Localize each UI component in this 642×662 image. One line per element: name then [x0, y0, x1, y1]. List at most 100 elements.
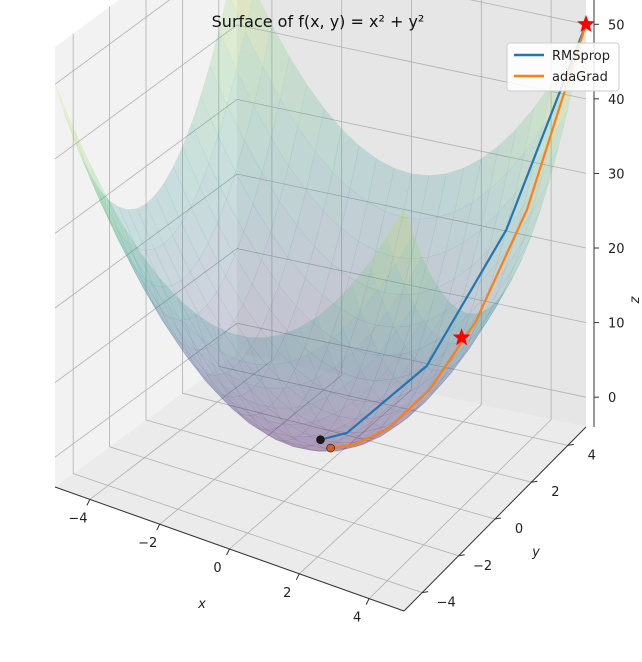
surface-cell	[194, 312, 222, 353]
surface-cell	[173, 146, 201, 208]
surface-cell	[230, 401, 258, 426]
surface-cell	[242, 345, 270, 382]
surface-cell	[387, 286, 415, 332]
surface-cell	[207, 291, 235, 335]
surface-cell	[471, 145, 500, 204]
surface-cell	[209, 30, 237, 106]
surface-cell	[186, 350, 214, 387]
surface-cell	[273, 407, 302, 425]
surface-cell	[205, 373, 234, 398]
y-grid-line	[145, 0, 496, 520]
x-grid-line	[159, 0, 343, 525]
surface-cell	[178, 344, 206, 381]
surface-cell	[163, 235, 191, 282]
surface-cell	[425, 372, 452, 403]
surface-cell	[423, 339, 451, 371]
surface-cell	[322, 263, 350, 310]
x-grid-line	[368, 0, 552, 599]
surface-cell	[393, 216, 421, 260]
surface-cell	[170, 317, 199, 351]
y-tick-mark	[531, 480, 538, 483]
surface-cell	[398, 402, 426, 425]
surface-cell	[339, 346, 367, 379]
surface-cell	[215, 333, 243, 369]
surface-cell	[214, 373, 242, 398]
surface-cell	[153, 284, 181, 321]
surface-cell	[270, 200, 298, 258]
z-tick-label: 30	[608, 167, 625, 182]
surface-cell	[445, 202, 473, 253]
surface-cell	[401, 256, 429, 296]
surface-cell	[302, 422, 330, 440]
surface-cell	[496, 241, 524, 295]
surface-cell	[73, 137, 100, 201]
surface-cell	[107, 197, 135, 257]
series-lines	[320, 23, 588, 450]
surface-cell	[126, 241, 155, 286]
y-tick-label: −2	[473, 559, 492, 574]
y-tick-label: 2	[551, 485, 559, 500]
surface-cell	[72, 125, 100, 193]
surface-cell	[332, 128, 360, 190]
surface-cell	[118, 206, 146, 251]
surface-cell	[264, 334, 292, 366]
x-tick-mark	[295, 573, 300, 581]
surface-cell	[200, 64, 228, 137]
surface-cell	[370, 406, 399, 428]
surface-cell	[443, 339, 471, 378]
surface-cell	[400, 320, 428, 355]
surface-cell	[177, 330, 205, 370]
surface-cell	[187, 358, 215, 391]
surface-cell	[375, 211, 403, 257]
y-axis-label: y	[531, 545, 540, 560]
surface-cell	[267, 398, 295, 423]
surface-cell	[468, 302, 496, 341]
surface-cell	[196, 367, 224, 396]
surface-cell	[470, 262, 498, 313]
surface-cell	[513, 210, 541, 268]
surface-cell	[243, 203, 271, 261]
surface-cell	[221, 384, 249, 413]
surface-cell	[450, 333, 478, 368]
surface-cell	[232, 395, 260, 416]
surface-cell	[305, 150, 333, 212]
surface-cell	[390, 387, 419, 415]
x-tick-label: −4	[68, 511, 87, 526]
legend-label-rmsprop: RMSprop	[552, 49, 610, 64]
surface-cell	[290, 354, 318, 386]
series-line-adagrad	[330, 23, 588, 450]
surface-cell	[197, 347, 225, 376]
surface-cell	[203, 340, 231, 377]
surface-cell	[180, 271, 208, 315]
surface-cell	[340, 188, 368, 242]
surface-cell	[255, 364, 283, 389]
surface-cell	[145, 248, 173, 288]
surface-cell	[54, 84, 82, 155]
surface-cell	[348, 318, 376, 354]
surface-cell	[369, 311, 397, 354]
surface-cell	[152, 302, 180, 342]
surface-cell	[90, 179, 118, 239]
surface-cell	[504, 236, 532, 290]
surface-cell	[169, 328, 197, 368]
surface-cell	[418, 251, 446, 294]
surface-cell	[416, 377, 444, 408]
surface-cell	[265, 419, 293, 437]
surface-cell	[198, 304, 226, 344]
surface-cell	[314, 210, 342, 265]
x-axis-label: x	[197, 597, 206, 612]
surface-cell	[357, 286, 385, 326]
surface-cell	[444, 265, 472, 313]
surface-cell	[346, 418, 374, 434]
x-grid-line	[299, 0, 482, 575]
surface-cell	[358, 201, 386, 252]
markers	[316, 14, 595, 453]
surface-cell	[242, 283, 270, 331]
y-tick-label: 0	[515, 522, 523, 537]
surface-cell	[238, 359, 266, 389]
surface-cell	[299, 316, 327, 356]
surface-cell	[295, 277, 324, 324]
y-tick-label: −4	[437, 596, 456, 611]
y-tick-mark	[567, 443, 574, 446]
